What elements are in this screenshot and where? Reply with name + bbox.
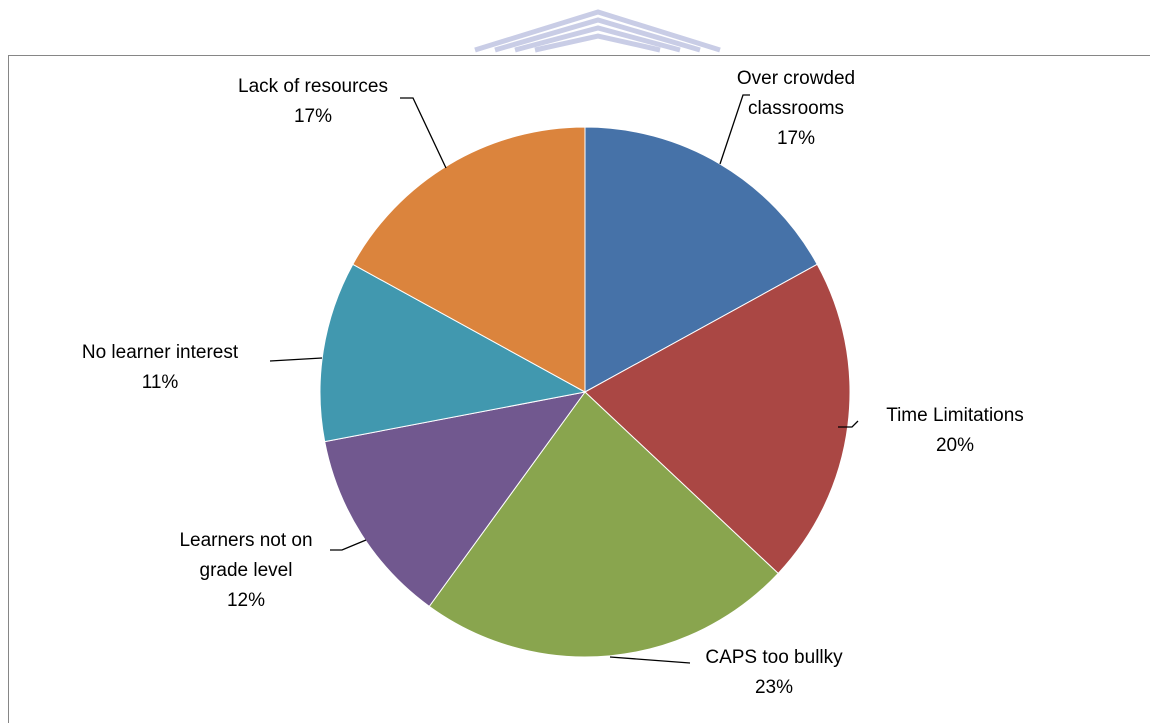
slice-label: Time Limitations 20% [886,405,1024,456]
slice-label: No learner interest 11% [82,342,239,393]
pie-slice-lack-of-resources [352,126,586,393]
slice-category: Learners not on [179,530,312,551]
leader-line [330,539,367,551]
pie-slice-over-crowded-classrooms [584,126,818,393]
slice-percent: 12% [227,590,265,611]
pie-slices [319,126,851,658]
leader-line [269,357,323,362]
slice-percent: 23% [755,677,793,698]
slice-category: grade level [200,560,293,581]
chart-area [8,55,1150,723]
slice-category: Over crowded [737,68,855,89]
slice-percent: 20% [936,435,974,456]
slice-category: No learner interest [82,342,239,363]
slice-label: Over crowded classrooms 17% [737,68,855,149]
slice-labels: Over crowded classrooms 17% Time Limitation… [82,68,1024,698]
leader-line [400,97,447,169]
pie-slice-caps-too-bullky [428,391,779,658]
leader-line [838,420,859,428]
pie-slice-time-limitations [584,263,851,575]
slice-label: Lack of resources 17% [238,76,388,127]
leader-line [609,656,691,664]
slice-label: Learners not on grade level 12% [179,530,312,611]
slice-category: CAPS too bullky [705,647,843,668]
slice-category: Time Limitations [886,405,1024,426]
leader-line [719,94,750,165]
slice-category: Lack of resources [238,76,388,97]
slice-percent: 11% [142,372,179,393]
slice-label: CAPS too bullky 23% [705,647,843,698]
leader-lines [269,94,859,664]
pie-slice-no-learner-interest [319,263,587,443]
slice-percent: 17% [294,106,332,127]
slice-category: classrooms [748,98,844,119]
watermark-graphic [474,9,721,53]
pie-slice-learners-not-on-grade-level [324,391,587,608]
slice-percent: 17% [777,128,815,149]
